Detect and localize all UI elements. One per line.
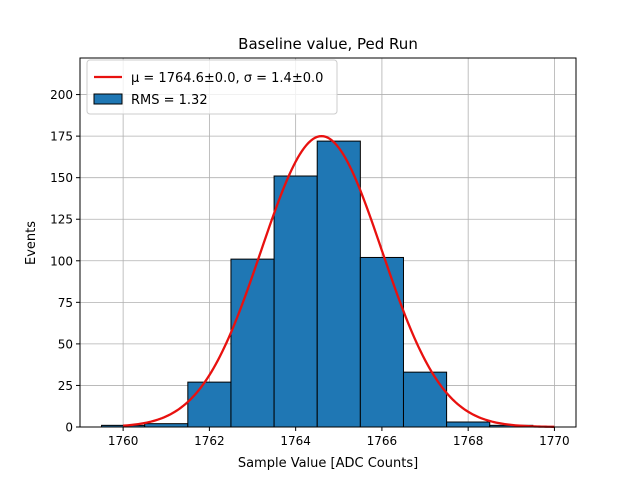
histogram-bar — [402, 371, 448, 428]
histogram-bar — [230, 258, 275, 428]
chart-title: Baseline value, Ped Run — [238, 35, 418, 53]
plot-frame — [79, 57, 577, 428]
y-tick-label: 25 — [58, 379, 73, 393]
legend-fit-label: μ = 1764.6±0.0, σ = 1.4±0.0 — [131, 71, 323, 86]
x-tick-label: 1762 — [194, 434, 225, 448]
legend-fit-label-mu: μ = 1764.6±0.0, — [131, 71, 244, 86]
y-tick-label: 200 — [50, 88, 73, 102]
histogram-bar — [187, 381, 232, 428]
fit-curve — [123, 134, 555, 428]
legend: μ = 1764.6±0.0, σ = 1.4±0.0 RMS = 1.32 — [86, 59, 338, 115]
x-axis-ticks: 1760 1762 1764 1766 1768 1770 — [108, 427, 570, 448]
y-tick-label: 75 — [58, 296, 73, 310]
y-axis-ticks: 0 25 50 75 100 125 150 175 200 — [50, 88, 80, 435]
y-tick-label: 50 — [58, 337, 73, 351]
histogram-bar — [273, 175, 318, 428]
x-tick-label: 1764 — [280, 434, 311, 448]
x-tick-label: 1760 — [108, 434, 139, 448]
histogram-bar — [359, 256, 404, 428]
y-tick-label: 175 — [50, 130, 73, 144]
y-tick-label: 150 — [50, 171, 73, 185]
legend-hist-swatch — [93, 93, 123, 105]
legend-box — [86, 59, 338, 115]
histogram-bar — [316, 140, 361, 428]
histogram-bar — [446, 421, 491, 428]
y-tick-label: 125 — [50, 213, 73, 227]
gaussian-fit — [123, 134, 555, 428]
x-tick-label: 1770 — [539, 434, 570, 448]
x-tick-label: 1766 — [367, 434, 398, 448]
x-tick-label: 1768 — [453, 434, 484, 448]
legend-hist-label: RMS = 1.32 — [131, 93, 208, 108]
y-tick-label: 100 — [50, 254, 73, 268]
y-axis-label: Events — [24, 221, 39, 265]
x-axis-label: Sample Value [ADC Counts] — [238, 456, 418, 471]
histogram-bars — [101, 140, 534, 428]
legend-fit-label-sigma: σ = 1.4±0.0 — [244, 71, 324, 86]
y-tick-label: 0 — [65, 421, 73, 435]
